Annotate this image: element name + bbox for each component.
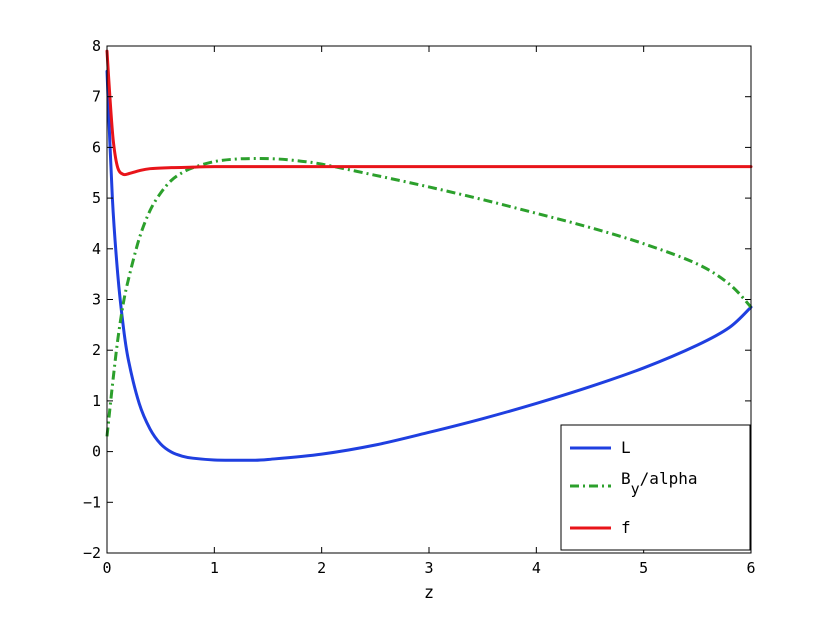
- legend-label-By-sub: y: [631, 480, 640, 498]
- y-tick-label-6: 4: [92, 240, 101, 258]
- x-tick-label-1: 1: [210, 559, 219, 577]
- y-tick-label-3: 1: [92, 392, 101, 410]
- legend-label-f: f: [621, 518, 631, 537]
- series-line-2: [105, 49, 753, 177]
- y-tick-label-7: 5: [92, 189, 101, 207]
- x-tick-label-5: 5: [639, 559, 648, 577]
- x-tick-labels: 0 1 2 3 4 5 6: [102, 559, 755, 577]
- legend: L By/alpha f: [560, 424, 751, 551]
- x-tick-label-6: 6: [746, 559, 755, 577]
- y-tick-label-5: 3: [92, 291, 101, 309]
- y-tick-label-9: 7: [92, 88, 101, 106]
- series-line-0: [105, 69, 753, 462]
- legend-label-By-alpha: By/alpha: [621, 469, 697, 498]
- series-group: [105, 49, 753, 462]
- y-tick-labels: −2 −1 0 1 2 3 4 5 6 7 8: [83, 37, 101, 562]
- y-tick-label-10: 8: [92, 37, 101, 55]
- x-tick-label-3: 3: [424, 559, 433, 577]
- x-tick-label-2: 2: [317, 559, 326, 577]
- y-tick-label-4: 2: [92, 341, 101, 359]
- y-tick-label-8: 6: [92, 138, 101, 156]
- y-tick-label-1: −1: [83, 493, 101, 511]
- legend-label-By-rest: /alpha: [640, 469, 698, 488]
- series-line-1: [105, 157, 753, 437]
- legend-label-L: L: [621, 438, 631, 457]
- y-tick-label-0: −2: [83, 544, 101, 562]
- legend-label-By-main: B: [621, 469, 631, 488]
- y-tick-label-2: 0: [92, 443, 101, 461]
- x-axis-label: z: [424, 583, 434, 603]
- x-tick-label-0: 0: [102, 559, 111, 577]
- x-tick-label-4: 4: [532, 559, 541, 577]
